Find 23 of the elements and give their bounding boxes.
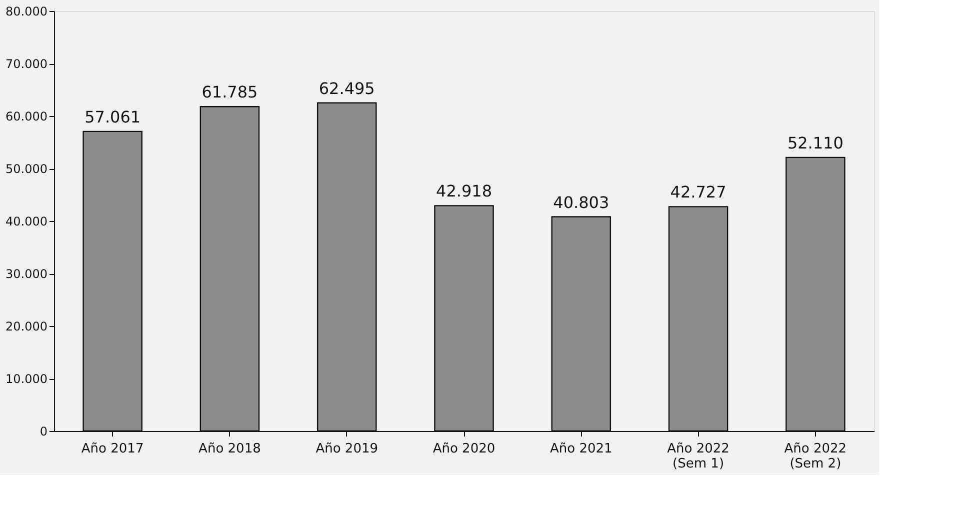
data-label: 57.061 (84, 107, 141, 126)
y-tick-label: 50.000 (6, 162, 48, 176)
data-label: 61.785 (202, 82, 258, 102)
y-tick-label: 80.000 (6, 4, 48, 18)
data-label: 42.727 (670, 182, 726, 202)
x-tick-label: Año 2018 (198, 442, 261, 456)
x-tick-label: Año 2019 (316, 442, 378, 456)
data-label: 40.803 (553, 192, 610, 212)
y-tick-label: 0 (40, 424, 48, 438)
x-tick-label: Año 2020 (432, 442, 496, 456)
y-tick-label: 10.000 (6, 372, 48, 386)
y-tick-label: 20.000 (6, 320, 48, 334)
y-tick-label: 60.000 (6, 110, 48, 124)
y-tick-label: 30.000 (6, 267, 48, 281)
data-label: 52.110 (787, 133, 844, 152)
y-tick-label: 40.000 (6, 214, 48, 228)
x-tick-label: Año 2017 (81, 442, 144, 456)
y-tick-label: 70.000 (6, 57, 48, 71)
data-label: 62.495 (318, 78, 375, 98)
data-label: 42.918 (436, 182, 492, 201)
x-tick-label: Año 2022 (Sem 1) (667, 442, 730, 472)
x-tick-label: Año 2022 (Sem 2) (784, 442, 847, 472)
x-tick-label: Año 2021 (550, 442, 612, 456)
